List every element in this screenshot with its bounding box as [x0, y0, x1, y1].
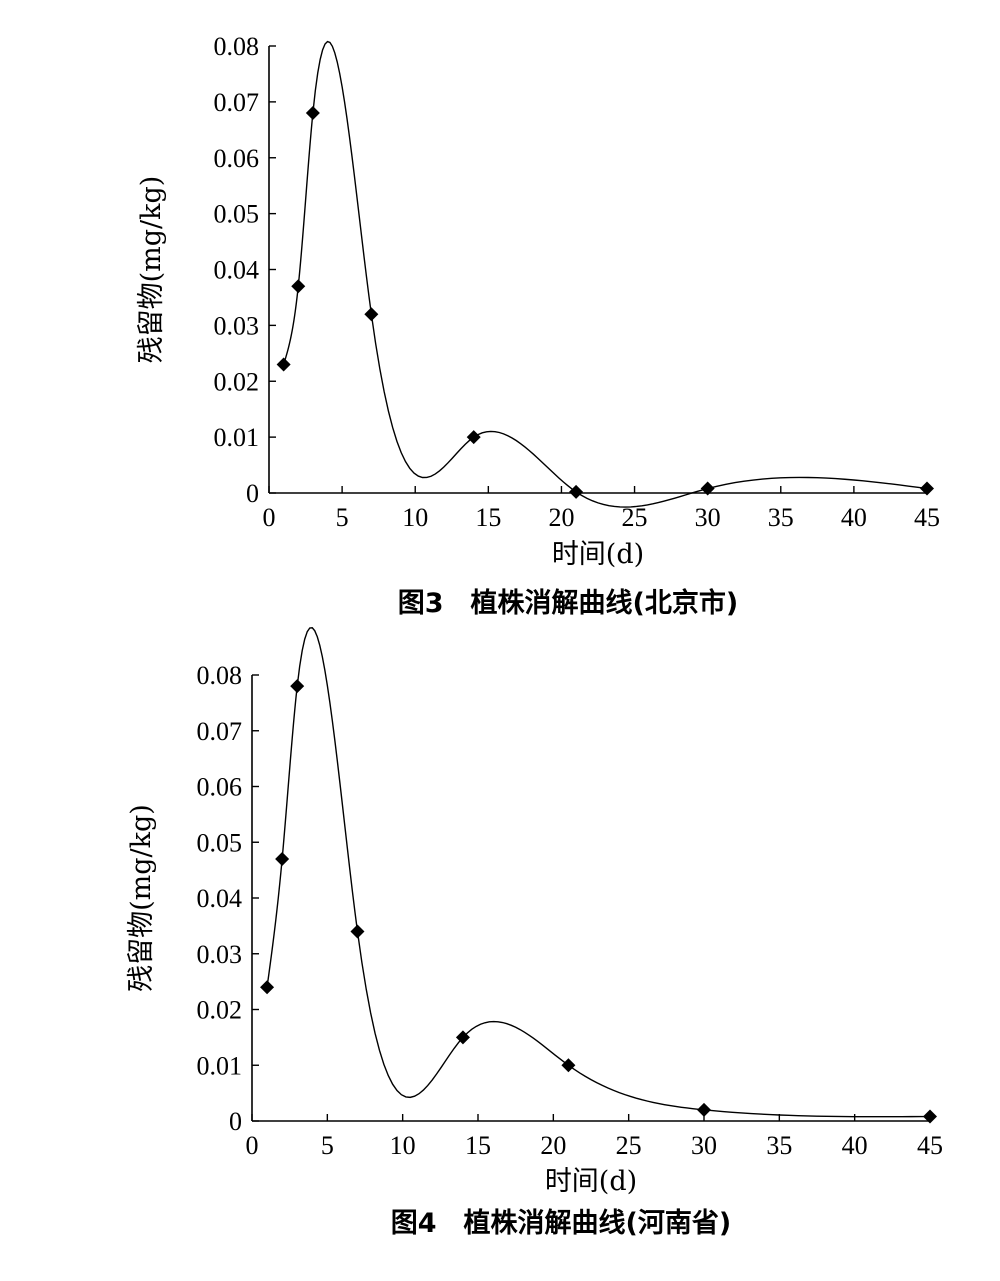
x-tick-label: 40: [841, 503, 867, 532]
x-tick-label: 30: [691, 1131, 717, 1160]
y-tick-label: 0.01: [214, 423, 260, 452]
y-tick-label: 0.03: [197, 940, 243, 969]
figure-caption: 图4 植株消解曲线(河南省): [391, 1207, 731, 1239]
x-axis-label: 时间(d): [545, 1166, 637, 1197]
data-point-marker: [276, 357, 291, 372]
y-tick-label: 0.03: [214, 311, 260, 340]
x-tick-label: 15: [465, 1131, 491, 1160]
y-tick-label: 0.07: [197, 717, 243, 746]
data-point-marker: [305, 106, 320, 121]
series-line: [266, 627, 931, 1118]
data-point-marker: [700, 481, 715, 496]
chart-beijing: 0 0.01 0.02 0.03 0.04 0.05 0.06 0.07 0.08 0 5 10 15 2…: [136, 32, 940, 619]
figure-caption: 图3 植株消解曲线(北京市): [398, 587, 738, 619]
x-tick-label: 5: [336, 503, 349, 532]
x-tick-label: 5: [321, 1131, 334, 1160]
x-tick-label: 45: [917, 1131, 943, 1160]
y-axis-label: 残留物(mg/kg): [126, 804, 157, 992]
y-tick-label: 0.01: [197, 1051, 243, 1080]
data-point-marker: [466, 430, 481, 445]
data-point-marker: [350, 924, 365, 939]
y-tick-label: 0.08: [214, 32, 260, 61]
x-tick-label: 30: [695, 503, 721, 532]
x-tick-label: 0: [263, 503, 276, 532]
y-tick-label: 0.04: [214, 256, 260, 285]
x-tick-label: 25: [622, 503, 648, 532]
y-tick-label: 0.05: [197, 828, 243, 857]
x-axis-label: 时间(d): [552, 539, 644, 570]
x-tick-label: 25: [616, 1131, 642, 1160]
x-tick-label: 0: [246, 1131, 259, 1160]
y-tick-label: 0.02: [197, 996, 243, 1025]
series-line: [282, 40, 928, 508]
y-tick-label: 0.06: [214, 144, 260, 173]
data-point-marker: [291, 279, 306, 294]
x-tick-label: 45: [914, 503, 940, 532]
x-tick-label: 10: [390, 1131, 416, 1160]
data-point-marker: [364, 307, 379, 322]
x-tick-label: 10: [402, 503, 428, 532]
y-tick-label: 0.04: [197, 884, 243, 913]
data-point-marker: [923, 1109, 937, 1124]
data-point-marker: [290, 679, 305, 694]
x-tick-label: 20: [540, 1131, 566, 1160]
data-point-marker: [697, 1102, 711, 1117]
y-axis-label: 残留物(mg/kg): [136, 176, 167, 364]
x-tick-label: 35: [766, 1131, 792, 1160]
y-tick-label: 0.06: [197, 773, 243, 802]
x-tick-label: 35: [768, 503, 794, 532]
chart-henan: 0 0.01 0.02 0.03 0.04 0.05 0.06 0.07 0.08 0 5 10 15 2…: [126, 627, 943, 1239]
y-tick-label: 0: [229, 1107, 242, 1136]
x-tick-label: 15: [475, 503, 501, 532]
y-tick-label: 0.05: [214, 200, 260, 229]
y-tick-label: 0.07: [214, 88, 260, 117]
data-point-marker: [275, 851, 290, 866]
y-tick-label: 0.02: [214, 367, 260, 396]
data-point-marker: [455, 1030, 470, 1045]
data-point-marker: [569, 484, 584, 499]
x-tick-label: 20: [548, 503, 574, 532]
x-tick-label: 40: [842, 1131, 868, 1160]
data-point-marker: [920, 481, 934, 496]
data-point-marker: [561, 1058, 576, 1073]
y-tick-label: 0.08: [197, 661, 243, 690]
y-tick-label: 0: [246, 479, 259, 508]
data-point-marker: [260, 980, 275, 995]
